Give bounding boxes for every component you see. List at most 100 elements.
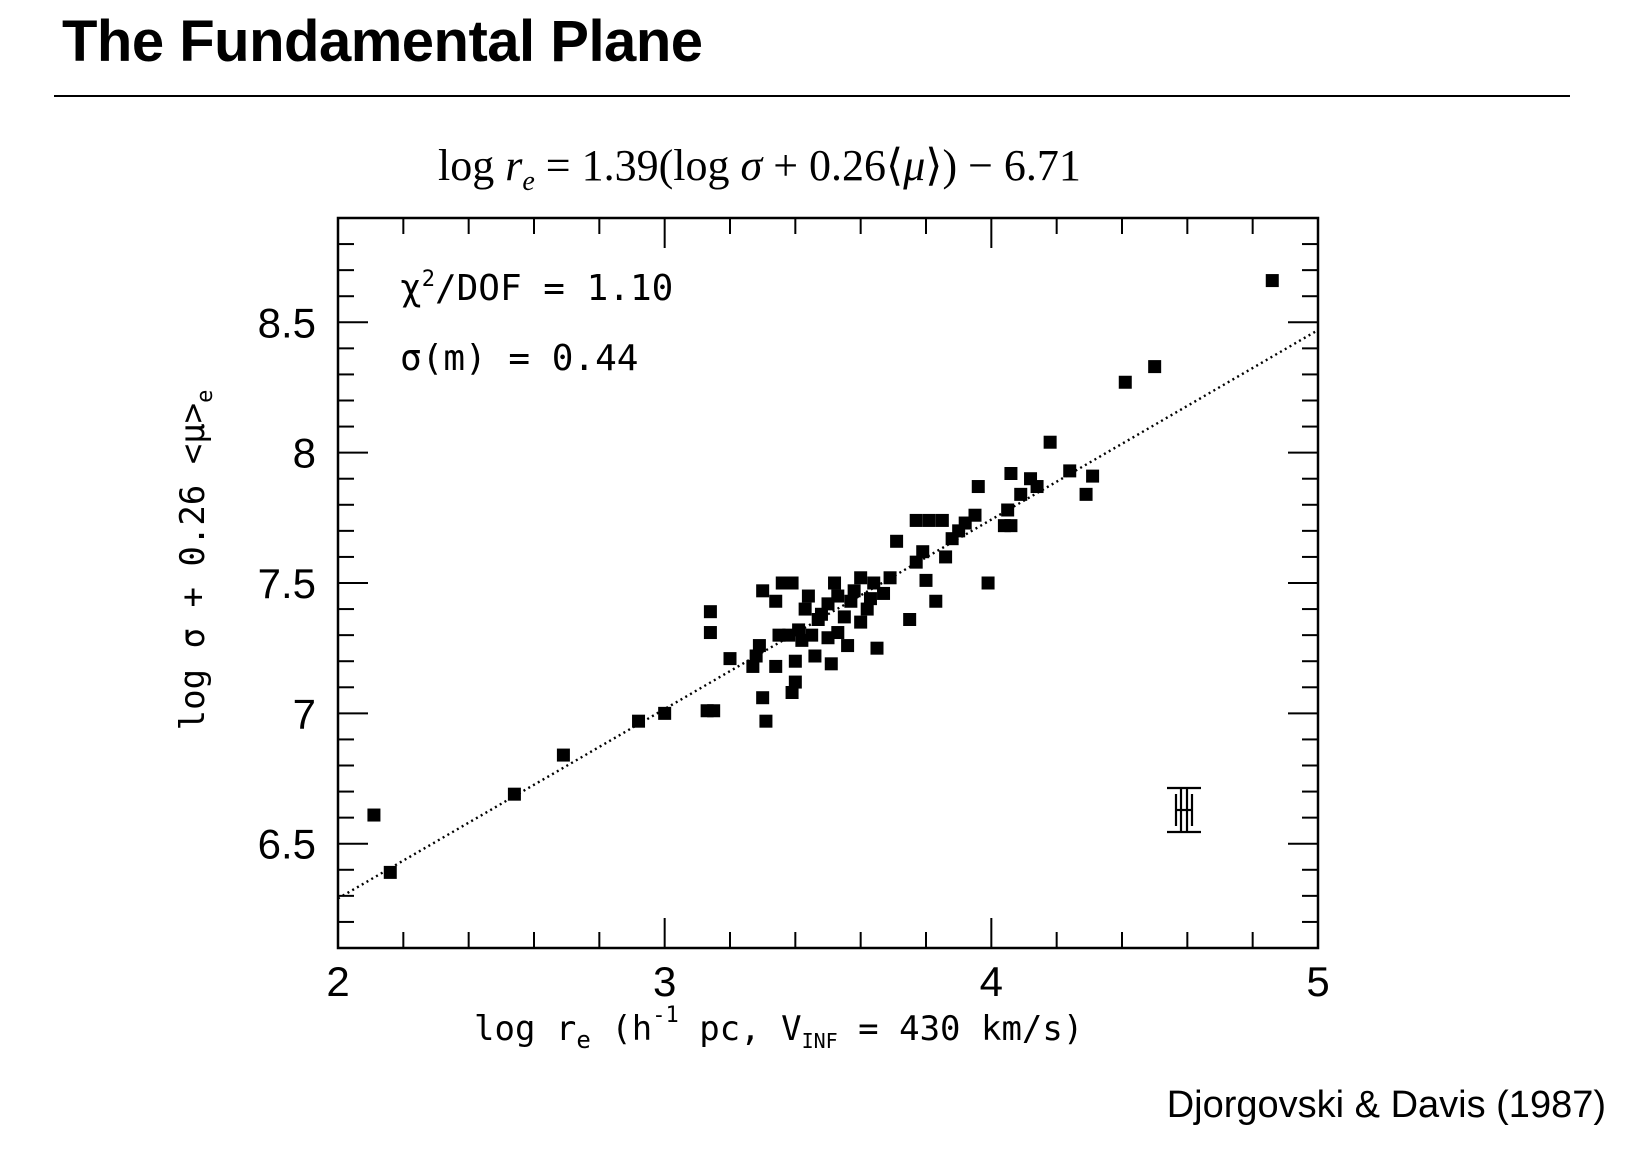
data-point — [788, 654, 802, 668]
data-point — [383, 865, 397, 879]
title-divider — [54, 95, 1570, 97]
data-point — [854, 615, 868, 629]
data-point — [1043, 435, 1057, 449]
data-point — [723, 652, 737, 666]
y-tick-label: 8 — [293, 430, 316, 477]
data-point — [909, 513, 923, 527]
data-point — [752, 639, 766, 653]
data-point — [1148, 360, 1162, 374]
data-point — [707, 704, 721, 718]
x-axis-label: log re (h-1 pc, VINF = 430 km/s) — [474, 1003, 1083, 1054]
data-point — [1014, 487, 1028, 501]
data-point — [798, 602, 812, 616]
data-point — [658, 706, 672, 720]
data-point — [919, 573, 933, 587]
data-points — [367, 274, 1279, 879]
x-tick-label: 4 — [980, 958, 1003, 1005]
y-axis-label: log σ + 0.26 <μ>e — [173, 390, 218, 731]
data-point — [769, 659, 783, 673]
data-point — [877, 586, 891, 600]
data-point — [837, 610, 851, 624]
x-tick-labels: 2 3 4 5 — [326, 958, 1329, 1005]
data-point — [749, 649, 763, 663]
slide-title: The Fundamental Plane — [62, 9, 703, 74]
data-point — [831, 589, 845, 603]
data-point — [805, 628, 819, 642]
fit-line — [337, 329, 1319, 900]
data-point — [1063, 464, 1077, 478]
data-point — [756, 691, 770, 705]
data-point — [1118, 375, 1132, 389]
data-point — [1004, 519, 1018, 533]
y-tick-label: 7 — [293, 690, 316, 737]
data-point — [883, 571, 897, 585]
y-tick-label: 7.5 — [258, 560, 316, 607]
data-point — [903, 613, 917, 626]
y-tick-labels: 6.5 7 7.5 8 8.5 — [258, 299, 316, 867]
data-point — [759, 714, 773, 728]
data-point — [769, 594, 783, 608]
data-point — [971, 480, 985, 494]
x-tick-label: 2 — [326, 958, 349, 1005]
sigma-stat: σ(m) = 0.44 — [400, 338, 638, 379]
data-point — [981, 576, 995, 590]
data-point — [935, 513, 949, 527]
data-point — [1001, 503, 1015, 517]
data-point — [782, 628, 796, 642]
x-tick-label: 5 — [1306, 958, 1329, 1005]
data-point — [890, 534, 904, 548]
data-point — [703, 605, 717, 619]
data-point — [772, 628, 786, 642]
chi-symbol: χ — [400, 268, 422, 309]
data-point — [1265, 274, 1279, 288]
y-tick-label: 8.5 — [258, 299, 316, 346]
data-point — [792, 623, 806, 637]
data-point — [821, 597, 835, 611]
data-point — [909, 555, 923, 569]
data-point — [841, 639, 855, 653]
data-point — [801, 589, 815, 603]
error-bar-symbol — [1167, 786, 1201, 834]
data-point — [746, 659, 760, 673]
plot-frame — [336, 216, 1320, 950]
data-point — [1004, 467, 1018, 480]
data-point — [814, 607, 828, 621]
data-point — [821, 631, 835, 645]
data-point — [1079, 487, 1093, 501]
data-point — [556, 748, 570, 762]
source-credit: Djorgovski & Davis (1987) — [1166, 1084, 1606, 1126]
data-point — [854, 571, 868, 585]
data-point — [831, 626, 845, 640]
data-point — [1030, 480, 1044, 494]
data-point — [828, 576, 842, 590]
data-point — [808, 649, 822, 663]
x-tick-label: 3 — [653, 958, 676, 1005]
data-point — [863, 592, 877, 606]
data-point — [703, 626, 717, 640]
data-point — [788, 675, 802, 689]
data-point — [867, 576, 881, 590]
data-point — [785, 576, 799, 590]
data-point — [632, 714, 646, 728]
data-point — [968, 508, 982, 522]
data-point — [939, 550, 953, 564]
y-tick-label: 6.5 — [258, 821, 316, 868]
data-point — [860, 602, 874, 616]
data-point — [1086, 469, 1100, 483]
data-point — [507, 787, 521, 801]
data-point — [367, 808, 381, 822]
data-point — [870, 641, 884, 655]
chi-exponent: 2 — [422, 267, 435, 292]
data-point — [824, 657, 838, 671]
data-point — [958, 516, 972, 530]
chart-title-equation: log re = 1.39(log σ + 0.26⟨μ⟩) − 6.71 — [438, 141, 1081, 197]
data-point — [916, 545, 930, 559]
data-point — [844, 594, 858, 608]
axis-ticks — [337, 217, 1319, 948]
data-point — [785, 686, 799, 699]
data-point — [775, 576, 789, 590]
data-point — [929, 594, 943, 608]
chi-stat-text: /DOF = 1.10 — [435, 268, 673, 309]
data-point — [847, 584, 861, 598]
